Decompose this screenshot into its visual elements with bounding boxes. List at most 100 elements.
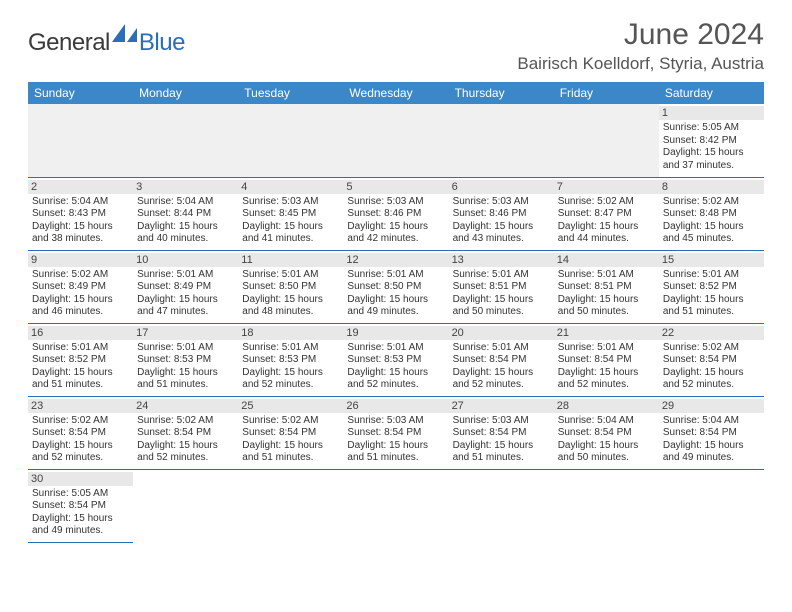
day-header: Thursday xyxy=(449,82,554,104)
title-block: June 2024 Bairisch Koelldorf, Styria, Au… xyxy=(517,18,764,74)
day-number: 6 xyxy=(449,180,554,194)
day-detail: Daylight: 15 hours xyxy=(453,294,550,307)
day-number: 30 xyxy=(28,472,133,486)
calendar-cell: 6Sunrise: 5:03 AMSunset: 8:46 PMDaylight… xyxy=(449,177,554,250)
day-header: Wednesday xyxy=(343,82,448,104)
day-detail: Daylight: 15 hours xyxy=(242,440,339,453)
day-number: 1 xyxy=(659,106,764,120)
day-detail: Sunrise: 5:01 AM xyxy=(558,269,655,282)
day-detail: Sunset: 8:52 PM xyxy=(663,281,760,294)
day-detail: Daylight: 15 hours xyxy=(558,440,655,453)
calendar-cell: 29Sunrise: 5:04 AMSunset: 8:54 PMDayligh… xyxy=(659,396,764,469)
day-detail: and 42 minutes. xyxy=(347,233,444,246)
calendar-cell: 12Sunrise: 5:01 AMSunset: 8:50 PMDayligh… xyxy=(343,250,448,323)
calendar-week: 16Sunrise: 5:01 AMSunset: 8:52 PMDayligh… xyxy=(28,323,764,396)
day-detail: Sunrise: 5:01 AM xyxy=(242,269,339,282)
day-detail: Sunset: 8:45 PM xyxy=(242,208,339,221)
day-number: 23 xyxy=(28,399,133,413)
day-detail: Sunset: 8:42 PM xyxy=(663,135,760,148)
day-detail: and 51 minutes. xyxy=(347,452,444,465)
day-detail: Daylight: 15 hours xyxy=(663,367,760,380)
day-detail: Daylight: 15 hours xyxy=(32,294,129,307)
day-number: 2 xyxy=(28,180,133,194)
day-detail: and 52 minutes. xyxy=(137,452,234,465)
header: General Blue June 2024 Bairisch Koelldor… xyxy=(28,18,764,74)
day-detail: Sunset: 8:54 PM xyxy=(242,427,339,440)
day-number: 10 xyxy=(133,253,238,267)
day-detail: Sunset: 8:51 PM xyxy=(453,281,550,294)
day-number: 17 xyxy=(133,326,238,340)
calendar-body: 1Sunrise: 5:05 AMSunset: 8:42 PMDaylight… xyxy=(28,104,764,542)
day-detail: Sunrise: 5:03 AM xyxy=(347,415,444,428)
calendar-cell: 1Sunrise: 5:05 AMSunset: 8:42 PMDaylight… xyxy=(659,104,764,177)
day-detail: and 47 minutes. xyxy=(137,306,234,319)
day-detail: Sunset: 8:51 PM xyxy=(558,281,655,294)
day-detail: and 51 minutes. xyxy=(32,379,129,392)
calendar-week: 2 Sunrise: 5:04 AM Sunset: 8:43 PM Daylight… xyxy=(28,177,764,250)
day-detail: and 49 minutes. xyxy=(347,306,444,319)
calendar-week: 23Sunrise: 5:02 AMSunset: 8:54 PMDayligh… xyxy=(28,396,764,469)
calendar-cell-blank xyxy=(238,104,343,177)
day-detail: Daylight: 15 hours xyxy=(137,440,234,453)
day-detail: Sunrise: 5:03 AM xyxy=(453,196,550,209)
calendar-cell-blank xyxy=(554,469,659,542)
day-detail: and 52 minutes. xyxy=(453,379,550,392)
day-number: 7 xyxy=(554,180,659,194)
day-detail: Sunrise: 5:01 AM xyxy=(558,342,655,355)
day-number: 28 xyxy=(554,399,659,413)
day-detail: Sunrise: 5:03 AM xyxy=(453,415,550,428)
calendar-cell: 16Sunrise: 5:01 AMSunset: 8:52 PMDayligh… xyxy=(28,323,133,396)
calendar-cell: 9Sunrise: 5:02 AMSunset: 8:49 PMDaylight… xyxy=(28,250,133,323)
day-detail: and 43 minutes. xyxy=(453,233,550,246)
day-detail: Daylight: 15 hours xyxy=(347,294,444,307)
calendar-cell: 25Sunrise: 5:02 AMSunset: 8:54 PMDayligh… xyxy=(238,396,343,469)
day-header: Tuesday xyxy=(238,82,343,104)
day-detail: Sunset: 8:49 PM xyxy=(137,281,234,294)
day-detail: and 45 minutes. xyxy=(663,233,760,246)
calendar-cell: 4Sunrise: 5:03 AMSunset: 8:45 PMDaylight… xyxy=(238,177,343,250)
calendar-cell: 5Sunrise: 5:03 AMSunset: 8:46 PMDaylight… xyxy=(343,177,448,250)
day-detail: and 50 minutes. xyxy=(453,306,550,319)
day-number: 12 xyxy=(343,253,448,267)
day-number: 9 xyxy=(28,253,133,267)
day-header-row: SundayMondayTuesdayWednesdayThursdayFrid… xyxy=(28,82,764,104)
calendar-cell-blank xyxy=(554,104,659,177)
day-number: 5 xyxy=(343,180,448,194)
day-detail: Sunrise: 5:04 AM xyxy=(137,196,234,209)
day-detail: Sunrise: 5:02 AM xyxy=(663,196,760,209)
day-header: Monday xyxy=(133,82,238,104)
calendar-cell-blank xyxy=(343,469,448,542)
calendar-cell: 30Sunrise: 5:05 AMSunset: 8:54 PMDayligh… xyxy=(28,469,133,542)
day-detail: and 50 minutes. xyxy=(558,452,655,465)
calendar-cell: 2Sunrise: 5:04 AMSunset: 8:43 PMDaylight… xyxy=(28,177,133,250)
day-detail: Sunset: 8:54 PM xyxy=(663,427,760,440)
day-detail: Sunset: 8:43 PM xyxy=(32,208,129,221)
day-detail: Sunset: 8:50 PM xyxy=(347,281,444,294)
day-detail: Daylight: 15 hours xyxy=(663,440,760,453)
day-detail: Daylight: 15 hours xyxy=(137,294,234,307)
day-detail: Sunrise: 5:02 AM xyxy=(137,415,234,428)
day-number: 13 xyxy=(449,253,554,267)
calendar-cell: 10Sunrise: 5:01 AMSunset: 8:49 PMDayligh… xyxy=(133,250,238,323)
day-detail: and 52 minutes. xyxy=(347,379,444,392)
day-number: 11 xyxy=(238,253,343,267)
day-detail: Sunset: 8:52 PM xyxy=(32,354,129,367)
sail-icon xyxy=(112,24,138,47)
day-detail: Daylight: 15 hours xyxy=(663,147,760,160)
day-detail: and 50 minutes. xyxy=(558,306,655,319)
calendar-cell: 28Sunrise: 5:04 AMSunset: 8:54 PMDayligh… xyxy=(554,396,659,469)
day-detail: Daylight: 15 hours xyxy=(137,367,234,380)
day-detail: Daylight: 15 hours xyxy=(558,221,655,234)
day-detail: Sunrise: 5:04 AM xyxy=(663,415,760,428)
day-detail: Sunset: 8:53 PM xyxy=(137,354,234,367)
day-detail: Sunset: 8:53 PM xyxy=(242,354,339,367)
day-number: 8 xyxy=(659,180,764,194)
calendar-cell: 11Sunrise: 5:01 AMSunset: 8:50 PMDayligh… xyxy=(238,250,343,323)
calendar-week: 1Sunrise: 5:05 AMSunset: 8:42 PMDaylight… xyxy=(28,104,764,177)
calendar-table: SundayMondayTuesdayWednesdayThursdayFrid… xyxy=(28,82,764,543)
day-detail: Sunset: 8:54 PM xyxy=(453,427,550,440)
day-detail: Sunrise: 5:01 AM xyxy=(242,342,339,355)
day-number: 25 xyxy=(238,399,343,413)
day-detail: and 37 minutes. xyxy=(663,160,760,173)
day-number: 4 xyxy=(238,180,343,194)
